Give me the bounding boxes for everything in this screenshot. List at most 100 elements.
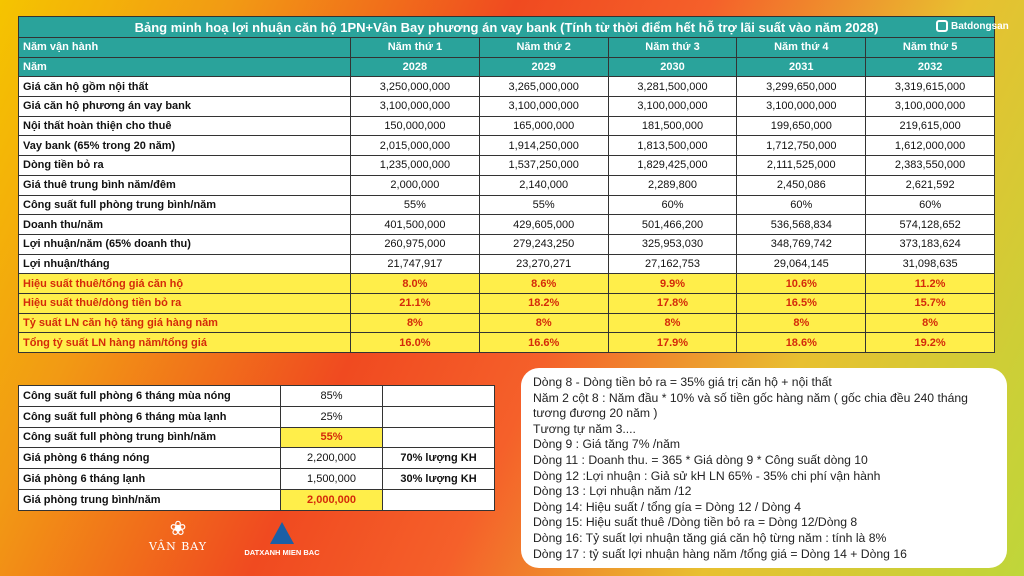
row-value: 3,100,000,000 [865,96,996,117]
row-label: Nội thất hoàn thiện cho thuê [18,115,351,137]
row-label: Năm [18,56,351,78]
row-value: 17.9% [607,332,738,353]
side-row-note [382,385,495,407]
row-label: Lợi nhuận/tháng [18,253,351,275]
note-line: Dòng 14: Hiệu suất / tổng gía = Dòng 12 … [533,499,801,514]
row-value: 150,000,000 [350,115,480,137]
table-row: Giá căn hộ phương án vay bank 3,100,000,0… [18,96,996,117]
side-row-note: 30% lượng KH [382,468,495,490]
row-value: 199,650,000 [736,115,867,137]
row-value: 373,183,624 [865,233,996,255]
row-value: 15.7% [865,292,996,314]
table-row: Vay bank (65% trong 20 năm) 2,015,000,000… [18,135,996,157]
row-value: 18.6% [736,332,867,353]
row-value: 1,235,000,000 [350,155,480,176]
side-row-note [382,426,495,449]
row-value: 2028 [350,56,480,78]
table-row: Lợi nhuận/năm (65% doanh thu) 260,975,000… [18,233,996,255]
side-table-row: Công suất full phòng trung bình/năm 55% [18,426,495,449]
side-row-label: Công suất full phòng 6 tháng mùa lạnh [18,405,281,428]
row-value: 1,612,000,000 [865,135,996,157]
row-label: Hiệu suất thuê/tổng giá căn hộ [18,273,351,294]
row-value: 501,466,200 [607,214,738,235]
row-value: 279,243,250 [478,233,609,255]
row-value: 2,111,525,000 [736,155,867,176]
row-value: 165,000,000 [478,115,609,137]
datxanh-logo-text: DATXANH MIEN BAC [244,548,320,557]
row-label: Dòng tiền bỏ ra [18,155,351,176]
side-row-value: 2,000,000 [280,488,383,511]
side-row-label: Giá phòng trung bình/năm [18,488,281,511]
table-row: Dòng tiền bỏ ra 1,235,000,000 1,537,250,00… [18,155,996,176]
note-line: Tương tự năm 3.... [533,421,636,436]
row-value: 8% [478,312,609,334]
row-label: Tổng tỷ suất LN hàng năm/tổng giá [18,332,351,353]
row-value: 10.6% [736,273,867,294]
row-value: 21.1% [350,292,480,314]
row-label: Giá căn hộ phương án vay bank [18,96,351,117]
row-value: 3,100,000,000 [478,96,609,117]
table-row: Lợi nhuận/tháng 21,747,917 23,270,271 27,16… [18,253,996,275]
row-value: 1,829,425,000 [607,155,738,176]
row-value: 2,289,800 [607,174,738,196]
row-value: 574,128,652 [865,214,996,235]
side-row-note: 70% lượng KH [382,447,495,470]
row-value: 1,537,250,000 [478,155,609,176]
row-value: 29,064,145 [736,253,867,275]
row-label: Tỷ suất LN căn hộ tăng giá hàng năm [18,312,351,334]
note-line: Dòng 13 : Lợi nhuận năm /12 [533,484,692,499]
row-value: 8% [350,312,480,334]
row-value: 55% [350,194,480,216]
table-row: Doanh thu/năm 401,500,000 429,605,000 501,4… [18,214,996,235]
row-value: 3,265,000,000 [478,76,609,98]
note-line: Dòng 15: Hiệu suất thuê /Dòng tiền bỏ ra… [533,515,858,530]
side-row-value: 25% [280,405,383,428]
row-value: 2029 [478,56,609,78]
vanbay-flower-icon: ❀ [169,518,187,540]
row-value: 3,100,000,000 [607,96,738,117]
highlight-row: Tổng tỷ suất LN hàng năm/tổng giá 16.0% 16… [18,332,996,353]
side-table-row: Giá phòng trung bình/năm 2,000,000 [18,488,495,511]
side-table-row: Công suất full phòng 6 tháng mùa nóng 85% [18,385,495,407]
row-label: Hiệu suất thuê/dòng tiền bỏ ra [18,292,351,314]
row-label: Năm vận hành [18,37,351,58]
profit-table: Bảng minh hoạ lợi nhuận căn hộ 1PN+Vân B… [17,16,996,353]
row-value: 2,450,086 [736,174,867,196]
highlight-row: Tỷ suất LN căn hộ tăng giá hàng năm 8% 8% 8… [18,312,996,334]
table-row: Giá thuê trung bình năm/đêm 2,000,000 2,14… [18,174,996,196]
highlight-row: Hiệu suất thuê/dòng tiền bỏ ra 21.1% 18.2%… [18,292,996,314]
note-line: Dòng 12 :Lợi nhuận : Giả sử kH LN 65% - … [533,468,881,483]
side-table-row: Giá phòng 6 tháng nóng 2,200,000 70% lượng… [18,447,495,470]
row-value: 348,769,742 [736,233,867,255]
side-row-label: Công suất full phòng trung bình/năm [18,426,281,449]
row-value: 3,100,000,000 [350,96,480,117]
row-value: 2,621,592 [865,174,996,196]
row-value: 1,712,750,000 [736,135,867,157]
row-value: 2032 [865,56,996,78]
row-value: 2031 [736,56,867,78]
row-value: Năm thứ 2 [478,37,609,58]
row-value: 8% [736,312,867,334]
row-value: 2,015,000,000 [350,135,480,157]
row-label: Giá thuê trung bình năm/đêm [18,174,351,196]
row-label: Công suất full phòng trung bình/năm [18,194,351,216]
row-value: 2,000,000 [350,174,480,196]
note-line: Năm 2 cột 8 : Năm đầu * 10% và số tiền g… [533,390,968,421]
row-value: 2,140,000 [478,174,609,196]
highlight-row: Hiệu suất thuê/tổng giá căn hộ 8.0% 8.6% 9.… [18,273,996,294]
side-table-row: Công suất full phòng 6 tháng mùa lạnh 25% [18,405,495,428]
vanbay-logo: ❀ VÂN BAY [148,518,208,568]
row-label: Lợi nhuận/năm (65% doanh thu) [18,233,351,255]
row-value: 17.8% [607,292,738,314]
table-row: Nội thất hoàn thiện cho thuê 150,000,000 1… [18,115,996,137]
table-row: Giá căn hộ gồm nội thất 3,250,000,000 3,26… [18,76,996,98]
row-value: 21,747,917 [350,253,480,275]
header-row: Năm 2028 2029 2030 2031 2032 [18,56,996,78]
row-value: 3,319,615,000 [865,76,996,98]
row-value: 16.5% [736,292,867,314]
vanbay-logo-text: VÂN BAY [148,540,208,553]
row-value: 27,162,753 [607,253,738,275]
row-value: 18.2% [478,292,609,314]
row-value: 2,383,550,000 [865,155,996,176]
row-value: Năm thứ 4 [736,37,867,58]
